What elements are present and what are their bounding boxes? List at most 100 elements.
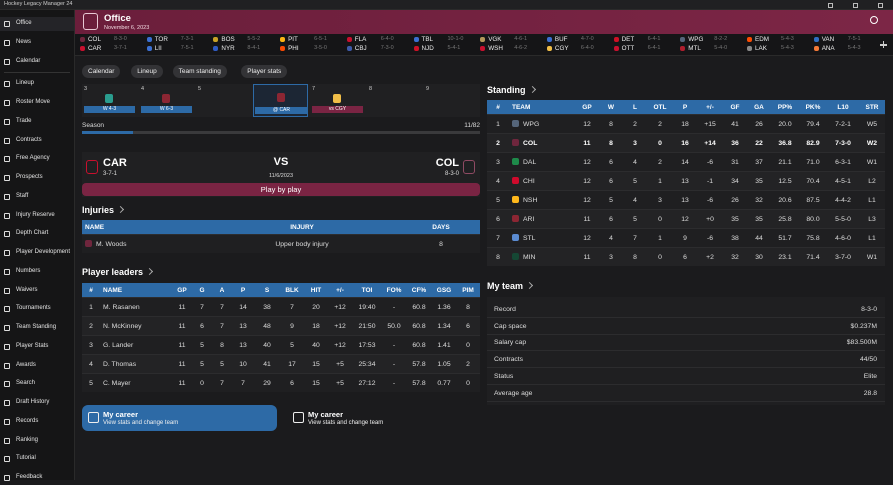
- sidebar-item[interactable]: Awards: [0, 359, 74, 373]
- tab[interactable]: Team standing: [172, 65, 227, 78]
- table-row[interactable]: 2 N. McKinney 11 6 7 13 48 9 18 +12 21:50 50.0 60.8 1…: [82, 316, 480, 336]
- sidebar-label[interactable]: Tutorial: [16, 455, 36, 462]
- sidebar-item[interactable]: Tutorial: [0, 452, 74, 466]
- table-row[interactable]: 2 COL 11 8 3 0 16 +14 36 22 36.8 82.9 7-3-0 W2: [487, 133, 885, 153]
- calendar-day[interactable]: 7 vs CGY: [310, 84, 365, 117]
- table-row[interactable]: 3 DAL 12 6 4 2 14 -6 31 37 21.1 71.0 6-3-1 W1: [487, 152, 885, 172]
- table-row[interactable]: 4 CHI 12 6 5 1 13 -1 34 35 12.5 70.4 4-5-1 L2: [487, 171, 885, 191]
- sidebar-item[interactable]: Trade: [0, 115, 74, 129]
- sidebar-item[interactable]: Feedback: [0, 471, 74, 485]
- sidebar-item[interactable]: Tournaments: [0, 302, 74, 316]
- table-row[interactable]: M. Woods Upper body injury 8: [82, 234, 480, 253]
- calendar-day[interactable]: 3 W 4-3: [82, 84, 137, 117]
- sidebar-label[interactable]: Awards: [16, 361, 36, 368]
- window-control[interactable]: [853, 3, 858, 8]
- table-row[interactable]: 1 WPG 12 8 2 2 18 +15 41 26 20.0 79.4 7-2-1 W5: [487, 114, 885, 134]
- sidebar-item[interactable]: Player Stats: [0, 340, 74, 354]
- calendar-day[interactable]: 5: [196, 84, 251, 117]
- window-control[interactable]: [828, 3, 833, 8]
- sidebar-label[interactable]: Waivers: [16, 286, 38, 293]
- game-score[interactable]: COL 8-3-0 CAR 3-7-1: [80, 36, 142, 54]
- sidebar-label[interactable]: Records: [16, 417, 39, 424]
- sidebar-item[interactable]: Calendar: [0, 55, 74, 69]
- table-row[interactable]: 6 ARI 11 6 5 0 12 +0 35 35 25.8 80.0 5-5-0 L3: [487, 209, 885, 229]
- tab[interactable]: Lineup: [131, 65, 163, 78]
- table-row[interactable]: 7 STL 12 4 7 1 9 -6 38 44 51.7 75.8 4-6-0 L1: [487, 228, 885, 248]
- sidebar-item[interactable]: Roster Move: [0, 96, 74, 110]
- sidebar-item[interactable]: Waivers: [0, 284, 74, 298]
- game-score[interactable]: FLA 6-4-0 CBJ 7-3-0: [346, 36, 409, 54]
- sidebar-label[interactable]: Calendar: [16, 57, 41, 64]
- table-row[interactable]: 4 D. Thomas 11 5 5 10 41 17 15 +5 25:34 - 57.8 1.05 2: [82, 354, 480, 374]
- sidebar-label[interactable]: Lineup: [16, 80, 35, 87]
- sidebar-label[interactable]: Tournaments: [16, 305, 51, 312]
- calendar-day[interactable]: 8: [367, 84, 422, 117]
- sidebar-label[interactable]: Team Standing: [16, 324, 57, 330]
- sidebar-item[interactable]: Search: [0, 377, 74, 391]
- sidebar-item[interactable]: Team Standing: [0, 321, 74, 335]
- table-row[interactable]: 8 MIN 11 3 8 0 6 +2 32 30 23.1 71.4 3-7-0 W1: [487, 247, 885, 266]
- sidebar-item[interactable]: News: [0, 36, 74, 50]
- sidebar-label[interactable]: Ranking: [16, 436, 39, 443]
- game-score[interactable]: VAN 7-5-1 ANA 5-4-3: [813, 36, 876, 54]
- sidebar-label[interactable]: Trade: [16, 117, 32, 124]
- sidebar-label[interactable]: Player Stats: [16, 342, 49, 349]
- sidebar-label[interactable]: News: [16, 38, 32, 45]
- game-score[interactable]: EDM 5-4-3 LAK 5-4-3: [747, 36, 809, 54]
- tab[interactable]: Player stats: [241, 65, 288, 78]
- game-score[interactable]: BOS 5-5-2 NYR 8-4-1: [213, 36, 275, 54]
- sidebar-item[interactable]: Prospects: [0, 171, 74, 185]
- game-score[interactable]: TOR 7-3-1 LII 7-5-1: [146, 36, 209, 54]
- sidebar-label[interactable]: Injury Reserve: [16, 211, 55, 218]
- sidebar-label[interactable]: Contracts: [16, 136, 42, 143]
- add-v[interactable]: [882, 41, 885, 48]
- calendar-day[interactable]: 9: [424, 84, 479, 117]
- game-score[interactable]: WPG 8-2-2 MTL 5-4-0: [680, 36, 742, 54]
- sidebar-item[interactable]: Ranking: [0, 434, 74, 448]
- game-score[interactable]: PIT 6-5-1 PHI 3-5-0: [280, 36, 342, 54]
- sidebar-label[interactable]: Draft History: [16, 399, 50, 405]
- sidebar-label[interactable]: Staff: [16, 192, 29, 199]
- section-title[interactable]: Standing: [487, 85, 536, 95]
- sidebar-label[interactable]: Search: [16, 380, 36, 387]
- table-row[interactable]: 1 M. Rasanen 11 7 7 14 38 7 20 +12 19:40 - 60.8 1.36 8: [82, 297, 480, 317]
- calendar-day[interactable]: @ CAR: [253, 84, 308, 117]
- career-card[interactable]: My career View stats and change team: [287, 405, 482, 431]
- section-title[interactable]: Player leaders: [82, 267, 154, 277]
- sidebar-label[interactable]: Roster Move: [16, 99, 51, 105]
- table-row[interactable]: 5 NSH 12 5 4 3 13 -6 26 32 20.6 87.5 4-4-2 L1: [487, 190, 885, 210]
- sidebar-label[interactable]: Free Agency: [16, 155, 50, 162]
- game-score[interactable]: VGK 4-6-1 WSH 4-6-2: [480, 36, 542, 54]
- table-row[interactable]: 3 G. Lander 11 5 8 13 40 5 40 +12 17:53 - 60.8 1.41 0: [82, 335, 480, 355]
- sidebar-label[interactable]: Player Development: [16, 249, 71, 255]
- sidebar-label[interactable]: Depth Chart: [16, 230, 49, 237]
- sidebar-item[interactable]: Free Agency: [0, 152, 74, 166]
- career-card[interactable]: My career View stats and change team: [82, 405, 277, 431]
- section-title[interactable]: My team: [487, 281, 534, 291]
- sidebar-item[interactable]: Depth Chart: [0, 227, 74, 241]
- sidebar-item[interactable]: Player Development: [0, 246, 74, 260]
- sidebar-label[interactable]: Feedback: [16, 474, 43, 480]
- tab[interactable]: Calendar: [82, 65, 121, 78]
- sidebar-label[interactable]: Prospects: [16, 174, 43, 180]
- search-button[interactable]: [870, 16, 878, 24]
- section-title[interactable]: Injuries: [82, 205, 125, 215]
- sidebar-item[interactable]: Records: [0, 415, 74, 429]
- play-by-play-button[interactable]: Play by play: [82, 183, 480, 196]
- calendar-day[interactable]: 4 W 6-3: [139, 84, 194, 117]
- window-control[interactable]: [878, 3, 883, 8]
- sidebar-label[interactable]: Office: [16, 20, 32, 26]
- game-score[interactable]: TBL 10-1-0 NJD 5-4-1: [413, 36, 476, 54]
- sidebar-item[interactable]: Contracts: [0, 134, 74, 148]
- table-row[interactable]: 5 C. Mayer 11 0 7 7 29 6 15 +5 27:12 - 57.8 0.77 0: [82, 373, 480, 392]
- team-abbr: TOR: [154, 36, 168, 43]
- sidebar-item[interactable]: Draft History: [0, 396, 74, 410]
- sidebar-item[interactable]: Numbers: [0, 265, 74, 279]
- sidebar-item[interactable]: Injury Reserve: [0, 209, 74, 223]
- game-score[interactable]: DET 6-4-1 OTT 6-4-1: [613, 36, 676, 54]
- sidebar-item[interactable]: Lineup: [0, 77, 74, 91]
- game-score[interactable]: BUF 4-7-0 CGY 6-4-0: [546, 36, 609, 54]
- sidebar-item[interactable]: Staff: [0, 190, 74, 204]
- sidebar-label[interactable]: Numbers: [16, 267, 41, 274]
- sidebar-item[interactable]: Office: [0, 17, 74, 31]
